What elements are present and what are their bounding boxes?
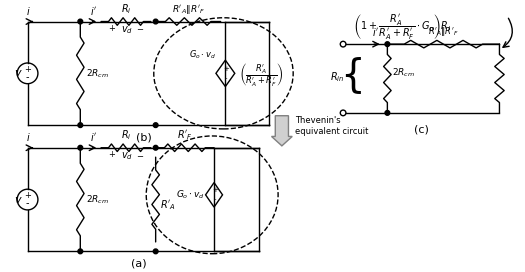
Circle shape	[78, 249, 82, 254]
Text: $2R_{cm}$: $2R_{cm}$	[392, 67, 415, 79]
Circle shape	[385, 110, 390, 115]
Text: $R'_F$: $R'_F$	[177, 128, 193, 142]
Text: $v_d$: $v_d$	[121, 24, 133, 36]
Text: $R'_A \| R'_F$: $R'_A \| R'_F$	[428, 26, 459, 38]
Text: $G_o \cdot v_d$: $G_o \cdot v_d$	[190, 48, 216, 61]
Text: $+$: $+$	[108, 23, 117, 33]
Text: $G_o \cdot v_d$: $G_o \cdot v_d$	[176, 188, 205, 201]
Circle shape	[385, 42, 390, 47]
Text: -: -	[26, 72, 29, 82]
Circle shape	[78, 146, 82, 150]
Text: $\left(1+\dfrac{R^{\prime}_A}{R^{\prime}_A+R^{\prime}_F}\cdot G_o\right)R_i$: $\left(1+\dfrac{R^{\prime}_A}{R^{\prime}…	[352, 13, 451, 42]
Text: $R'_A \| R'_F$: $R'_A \| R'_F$	[172, 3, 205, 16]
Text: $i'$: $i'$	[90, 5, 97, 17]
Text: +: +	[212, 187, 218, 193]
Text: $v$: $v$	[14, 194, 23, 205]
Text: -: -	[225, 75, 227, 81]
Text: $R_i$: $R_i$	[121, 2, 131, 16]
Circle shape	[153, 19, 158, 24]
Text: $-$: $-$	[135, 150, 144, 159]
Text: $v_d$: $v_d$	[121, 150, 133, 162]
Text: $2R_{cm}$: $2R_{cm}$	[86, 67, 109, 80]
Circle shape	[78, 123, 82, 128]
Text: $i$: $i$	[26, 5, 31, 17]
Circle shape	[78, 19, 82, 24]
Circle shape	[153, 123, 158, 128]
Text: -: -	[214, 197, 216, 203]
Text: $R_i$: $R_i$	[121, 128, 131, 142]
Text: $v$: $v$	[14, 68, 23, 78]
Text: -: -	[26, 198, 29, 208]
Text: (a): (a)	[131, 259, 146, 269]
Text: Thevenin's
equivalent circuit: Thevenin's equivalent circuit	[295, 116, 369, 136]
Text: $i'$: $i'$	[372, 26, 380, 38]
Circle shape	[153, 146, 158, 150]
Text: $-$: $-$	[135, 24, 144, 33]
Text: (b): (b)	[135, 133, 151, 143]
Text: +: +	[223, 66, 229, 72]
Text: $\left(\dfrac{R^{\prime}_A}{R^{\prime}_A+R^{\prime}_F}\right)$: $\left(\dfrac{R^{\prime}_A}{R^{\prime}_A…	[238, 62, 283, 89]
Text: +: +	[24, 65, 31, 74]
Circle shape	[153, 249, 158, 254]
Text: +: +	[24, 191, 31, 200]
Text: $+$: $+$	[108, 149, 117, 159]
Text: $i'$: $i'$	[90, 131, 97, 143]
FancyArrow shape	[271, 116, 292, 146]
Text: $R'_A$: $R'_A$	[160, 198, 176, 212]
Text: $2R_{cm}$: $2R_{cm}$	[86, 193, 109, 206]
Text: $i$: $i$	[26, 131, 31, 143]
Text: (c): (c)	[414, 124, 429, 134]
Text: $R_{in}$: $R_{in}$	[330, 71, 345, 85]
Text: $\{$: $\{$	[340, 55, 362, 96]
